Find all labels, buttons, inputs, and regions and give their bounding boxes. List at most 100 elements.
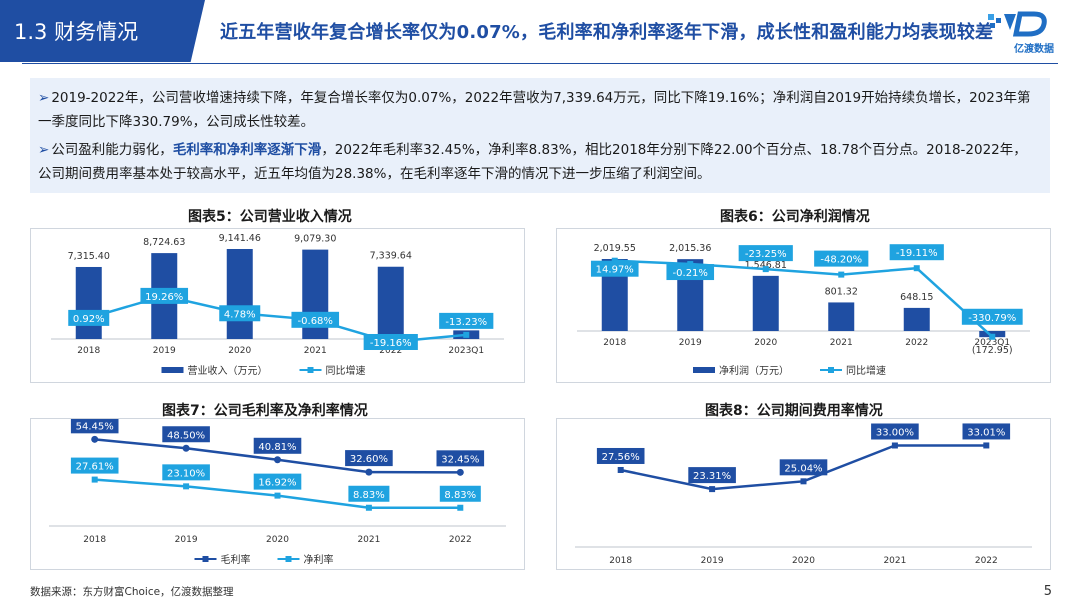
tick-2023Q1: 2023Q1 <box>448 346 484 356</box>
tick-2020: 2020 <box>266 535 289 545</box>
label-1-2022-box <box>439 485 481 502</box>
legend-label-1: 同比增速 <box>846 364 886 377</box>
label-0-2018-box <box>596 447 645 464</box>
bar-2021 <box>828 302 855 331</box>
label-0-2022: 33.01% <box>967 427 1005 438</box>
point-0-2019 <box>182 444 190 452</box>
bar-label-2020: 1,546.81 <box>745 260 787 271</box>
bar-label-2019: 8,724.63 <box>143 237 185 248</box>
tick-2020: 2020 <box>754 338 777 348</box>
growth-line <box>614 259 994 338</box>
logo-icon <box>988 11 1047 37</box>
label-0-2020: 25.04% <box>784 463 822 474</box>
page-number: 5 <box>1043 584 1052 599</box>
bullet-2-text-post: ，2022年毛利率32.45%，净利率8.83%，相比2018年分别下降22.0… <box>38 142 1027 182</box>
growth-label-2022: -19.16% <box>370 338 412 349</box>
label-0-2021: 32.60% <box>350 454 388 465</box>
bar-label-2020: 9,141.46 <box>219 233 261 244</box>
point-0-2019 <box>709 486 716 493</box>
tick-2021: 2021 <box>357 535 380 545</box>
section-label: 1.3 财务情况 <box>0 0 205 62</box>
label-1-2021: 8.83% <box>353 490 385 501</box>
summary-bullet-2: ➢ 公司盈利能力弱化，毛利率和净利率逐渐下滑，2022年毛利率32.45%，净利率… <box>38 138 1040 186</box>
point-0-2020 <box>800 478 807 485</box>
point-1-2022 <box>457 504 464 511</box>
label-1-2018: 27.61% <box>76 462 114 473</box>
legend-swatch-0 <box>693 367 715 373</box>
label-0-2018-box <box>70 417 119 434</box>
growth-label-2021: -0.68% <box>298 316 333 327</box>
summary-bullet-1: ➢ 2019-2022年，公司营收增速持续下降，年复合增长率仅为0.07%，202… <box>38 86 1040 134</box>
growth-label-2023Q1-box <box>961 308 1023 325</box>
bar-2020 <box>752 275 779 331</box>
growth-label-2020: 4.78% <box>224 309 256 320</box>
growth-label-2019: -0.21% <box>673 268 708 279</box>
growth-label-2023Q1: -13.23% <box>445 317 487 328</box>
chart8: 2018 2019 2020 2021 2022 27.56% 23.31% 25.04% 33… <box>556 418 1051 570</box>
point-1-2018 <box>91 476 98 483</box>
tick-2022: 2022 <box>905 338 928 348</box>
label-0-2022: 32.45% <box>441 454 479 465</box>
growth-label-2023Q1-box <box>439 312 494 329</box>
bar-label-2022: 648.15 <box>900 292 933 303</box>
point-0-2021 <box>891 442 898 449</box>
bar-label-2021: 801.32 <box>825 286 858 297</box>
label-0-2019: 48.50% <box>167 430 205 441</box>
growth-label-2021: -48.20% <box>820 255 862 266</box>
tick-2018: 2018 <box>83 535 106 545</box>
tick-2018: 2018 <box>603 338 626 348</box>
label-0-2019-box <box>162 426 210 443</box>
point-1-2020 <box>274 492 281 499</box>
bar-label-2021: 9,079.30 <box>294 234 336 245</box>
tick-2019: 2019 <box>153 346 176 356</box>
growth-label-2018-box <box>590 260 639 277</box>
label-1-2021-box <box>348 485 390 502</box>
label-0-2020-box <box>253 437 302 454</box>
legend-marker-1 <box>307 367 314 373</box>
chart6-svg: 2,019.55 2018 2,015.36 2019 1,546.81 2020 801.… <box>577 243 1030 377</box>
growth-point-2023Q1 <box>989 333 996 340</box>
label-0-2021-box <box>345 450 393 467</box>
chart8-title: 图表8：公司期间费用率情况 <box>705 403 883 419</box>
tick-2018: 2018 <box>77 346 100 356</box>
legend-label-1: 同比增速 <box>326 364 366 377</box>
chart5-svg: 7,315.40 2018 8,724.63 2019 9,141.46 2020 9,07… <box>51 233 504 377</box>
label-0-2018: 27.56% <box>602 452 640 463</box>
page-headline: 近五年营收年复合增长率仅为0.07%，毛利率和净利率逐年下滑，成长性和盈利能力均… <box>220 22 994 43</box>
growth-label-2019: 19.26% <box>145 292 183 303</box>
label-1-2020-box <box>253 473 302 490</box>
legend-marker-0 <box>202 556 209 562</box>
growth-label-2018: 0.92% <box>73 314 105 325</box>
chart8-svg: 2018 2019 2020 2021 2022 27.56% 23.31% 25.04% 33… <box>575 423 1032 566</box>
chart7-svg: 2018 2019 2020 2021 2022 54.45% 48.50% 40.81% 32… <box>49 417 506 566</box>
growth-point-2022 <box>913 265 920 272</box>
point-0-2020 <box>274 456 281 464</box>
chart5: 7,315.40 2018 8,724.63 2019 9,141.46 2020 9,07… <box>30 228 525 383</box>
label-0-2021-box <box>871 423 919 440</box>
bullet-arrow-icon: ➢ <box>38 142 50 158</box>
bar-label-2022: 7,339.64 <box>370 251 412 262</box>
summary-panel: ➢ 2019-2022年，公司营收增速持续下降，年复合增长率仅为0.07%，202… <box>30 78 1050 193</box>
tick-2021: 2021 <box>883 556 906 566</box>
point-0-2021 <box>365 468 373 476</box>
growth-label-2020-box <box>738 245 793 262</box>
legend-label-1: 净利率 <box>304 553 334 566</box>
point-1-2019 <box>183 483 190 490</box>
legend-label-0: 营业收入（万元） <box>188 364 268 377</box>
growth-label-2022: -19.11% <box>896 248 938 259</box>
label-1-2019-box <box>162 464 210 481</box>
label-1-2018-box <box>70 457 119 474</box>
bar-2022 <box>377 266 404 339</box>
growth-label-2020: -23.25% <box>745 249 787 260</box>
bullet-2-text-pre: 公司盈利能力弱化， <box>51 142 173 158</box>
label-0-2020-box <box>779 459 828 476</box>
tick-2020: 2020 <box>792 556 815 566</box>
point-1-2021 <box>365 504 372 511</box>
growth-point-2020 <box>762 266 769 273</box>
legend-swatch-0 <box>161 367 184 373</box>
growth-point-2021 <box>838 271 845 278</box>
growth-point-2023Q1 <box>463 331 470 338</box>
tick-2019: 2019 <box>701 556 724 566</box>
bar-2018 <box>75 266 102 339</box>
label-1-2020: 16.92% <box>258 478 296 489</box>
